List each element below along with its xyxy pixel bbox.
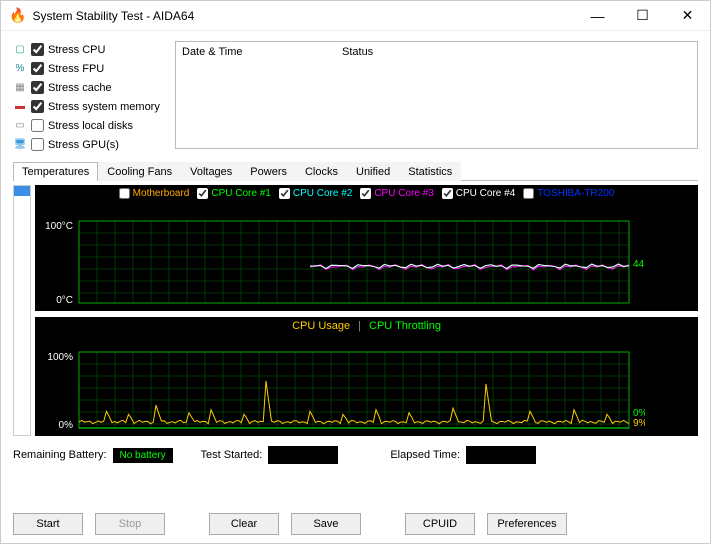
svg-text:100%: 100% bbox=[47, 352, 73, 363]
elapsed-time-value bbox=[466, 446, 536, 464]
legend-item[interactable]: TOSHIBA-TR200 bbox=[523, 188, 614, 199]
legend-label: CPU Core #2 bbox=[293, 188, 352, 199]
legend-checkbox[interactable] bbox=[279, 188, 290, 199]
tab-voltages[interactable]: Voltages bbox=[181, 162, 241, 181]
stress-checkbox[interactable] bbox=[31, 100, 44, 113]
stress-icon: 🖥 bbox=[13, 138, 27, 152]
stress-option-3: ▬ Stress system memory bbox=[13, 98, 163, 115]
svg-text:0%: 0% bbox=[59, 420, 74, 431]
svg-text:9%: 9% bbox=[633, 418, 645, 429]
legend-item[interactable]: CPU Core #1 bbox=[197, 188, 270, 199]
log-column-header[interactable]: Date & Time bbox=[176, 42, 336, 62]
app-icon: 🔥 bbox=[9, 7, 26, 24]
svg-text:44: 44 bbox=[633, 259, 645, 270]
stress-icon: ▦ bbox=[13, 81, 27, 95]
legend-item[interactable]: CPU Core #3 bbox=[360, 188, 433, 199]
stress-label: Stress FPU bbox=[48, 63, 104, 75]
tab-statistics[interactable]: Statistics bbox=[399, 162, 461, 181]
stress-option-2: ▦ Stress cache bbox=[13, 79, 163, 96]
tab-clocks[interactable]: Clocks bbox=[296, 162, 347, 181]
stress-icon: ▬ bbox=[13, 100, 27, 114]
tab-cooling-fans[interactable]: Cooling Fans bbox=[98, 162, 181, 181]
temp-legend: Motherboard CPU Core #1 CPU Core #2 CPU … bbox=[35, 185, 698, 201]
legend-checkbox[interactable] bbox=[197, 188, 208, 199]
stress-label: Stress cache bbox=[48, 82, 112, 94]
start-button[interactable]: Start bbox=[13, 513, 83, 535]
legend-checkbox[interactable] bbox=[442, 188, 453, 199]
legend-checkbox[interactable] bbox=[523, 188, 534, 199]
save-button[interactable]: Save bbox=[291, 513, 361, 535]
test-started-label: Test Started: bbox=[201, 449, 263, 461]
close-button[interactable]: ✕ bbox=[665, 1, 710, 31]
legend-item[interactable]: CPU Core #2 bbox=[279, 188, 352, 199]
stop-button[interactable]: Stop bbox=[95, 513, 165, 535]
stress-options: ▢ Stress CPU% Stress FPU▦ Stress cache▬ … bbox=[13, 41, 163, 155]
test-started-value bbox=[268, 446, 338, 464]
tab-unified[interactable]: Unified bbox=[347, 162, 399, 181]
stress-option-1: % Stress FPU bbox=[13, 60, 163, 77]
stress-option-4: ▭ Stress local disks bbox=[13, 117, 163, 134]
event-log: Date & TimeStatus bbox=[175, 41, 698, 149]
clear-button[interactable]: Clear bbox=[209, 513, 279, 535]
svg-text:0°C: 0°C bbox=[56, 295, 73, 306]
stress-checkbox[interactable] bbox=[31, 81, 44, 94]
battery-value: No battery bbox=[113, 448, 173, 463]
elapsed-time-label: Elapsed Time: bbox=[390, 449, 460, 461]
minimize-button[interactable]: — bbox=[575, 1, 620, 31]
tab-powers[interactable]: Powers bbox=[241, 162, 296, 181]
stress-label: Stress CPU bbox=[48, 44, 105, 56]
stress-option-0: ▢ Stress CPU bbox=[13, 41, 163, 58]
legend-label: TOSHIBA-TR200 bbox=[537, 188, 614, 199]
stress-label: Stress GPU(s) bbox=[48, 139, 119, 151]
stress-icon: ▢ bbox=[13, 43, 27, 57]
stress-option-5: 🖥 Stress GPU(s) bbox=[13, 136, 163, 153]
svg-text:0%: 0% bbox=[633, 408, 645, 419]
legend-label: CPU Core #3 bbox=[374, 188, 433, 199]
stress-label: Stress local disks bbox=[48, 120, 133, 132]
battery-label: Remaining Battery: bbox=[13, 449, 107, 461]
legend-checkbox[interactable] bbox=[360, 188, 371, 199]
button-bar: Start Stop Clear Save CPUID Preferences bbox=[1, 505, 710, 543]
usage-title: CPU Usage | CPU Throttling bbox=[35, 317, 698, 334]
stress-label: Stress system memory bbox=[48, 101, 160, 113]
svg-text:100°C: 100°C bbox=[45, 221, 73, 232]
legend-label: CPU Core #4 bbox=[456, 188, 515, 199]
stress-checkbox[interactable] bbox=[31, 43, 44, 56]
temperature-chart: Motherboard CPU Core #1 CPU Core #2 CPU … bbox=[35, 185, 698, 311]
legend-label: CPU Core #1 bbox=[211, 188, 270, 199]
sensor-mini-list[interactable] bbox=[13, 185, 31, 436]
maximize-button[interactable]: ☐ bbox=[620, 1, 665, 31]
legend-item[interactable]: CPU Core #4 bbox=[442, 188, 515, 199]
status-bar: Remaining Battery: No battery Test Start… bbox=[13, 446, 698, 464]
title-bar: 🔥 System Stability Test - AIDA64 — ☐ ✕ bbox=[1, 1, 710, 31]
legend-label: Motherboard bbox=[133, 188, 190, 199]
preferences-button[interactable]: Preferences bbox=[487, 513, 567, 535]
tab-temperatures[interactable]: Temperatures bbox=[13, 162, 98, 181]
cpuid-button[interactable]: CPUID bbox=[405, 513, 475, 535]
legend-checkbox[interactable] bbox=[119, 188, 130, 199]
stress-icon: ▭ bbox=[13, 119, 27, 133]
stress-icon: % bbox=[13, 62, 27, 76]
stress-checkbox[interactable] bbox=[31, 119, 44, 132]
window-title: System Stability Test - AIDA64 bbox=[32, 9, 575, 23]
cpu-usage-chart: CPU Usage | CPU Throttling 100% 0% 9%0% bbox=[35, 317, 698, 436]
log-column-header[interactable]: Status bbox=[336, 42, 536, 62]
legend-item[interactable]: Motherboard bbox=[119, 188, 190, 199]
stress-checkbox[interactable] bbox=[31, 62, 44, 75]
tab-bar: TemperaturesCooling FansVoltagesPowersCl… bbox=[13, 161, 698, 181]
stress-checkbox[interactable] bbox=[31, 138, 44, 151]
